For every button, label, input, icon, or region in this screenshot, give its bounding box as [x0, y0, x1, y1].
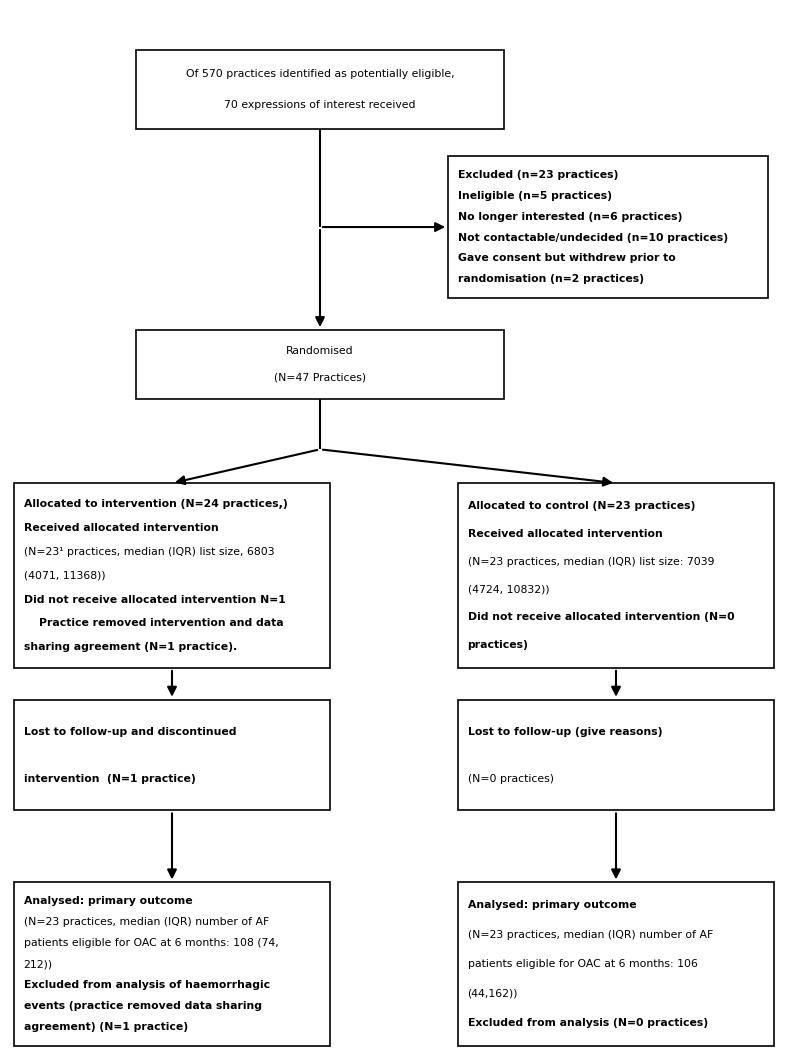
- Text: (N=23 practices, median (IQR) number of AF: (N=23 practices, median (IQR) number of …: [467, 929, 713, 940]
- Text: (4724, 10832)): (4724, 10832)): [467, 585, 550, 595]
- Bar: [448, 155, 768, 298]
- Text: Lost to follow-up and discontinued: Lost to follow-up and discontinued: [23, 727, 236, 736]
- Text: Randomised: Randomised: [286, 346, 354, 356]
- Text: Received allocated intervention: Received allocated intervention: [467, 529, 662, 539]
- Text: Analysed: primary outcome: Analysed: primary outcome: [467, 901, 636, 910]
- Text: Allocated to control (N=23 practices): Allocated to control (N=23 practices): [467, 501, 695, 510]
- Bar: [136, 329, 504, 398]
- Text: Not contactable/undecided (n=10 practices): Not contactable/undecided (n=10 practice…: [458, 232, 728, 243]
- Text: No longer interested (n=6 practices): No longer interested (n=6 practices): [458, 211, 682, 222]
- Text: 212)): 212)): [23, 959, 53, 969]
- Text: Lost to follow-up (give reasons): Lost to follow-up (give reasons): [467, 727, 662, 736]
- Text: events (practice removed data sharing: events (practice removed data sharing: [23, 1001, 262, 1011]
- Bar: [14, 883, 330, 1045]
- Text: Of 570 practices identified as potentially eligible,: Of 570 practices identified as potential…: [186, 70, 454, 79]
- Bar: [458, 883, 774, 1045]
- Text: (N=47 Practices): (N=47 Practices): [274, 373, 366, 382]
- Text: (N=23 practices, median (IQR) number of AF: (N=23 practices, median (IQR) number of …: [23, 918, 269, 927]
- Bar: [136, 50, 504, 129]
- Text: Gave consent but withdrew prior to: Gave consent but withdrew prior to: [458, 253, 675, 263]
- Bar: [458, 484, 774, 667]
- Text: (N=0 practices): (N=0 practices): [467, 774, 554, 784]
- Text: (N=23¹ practices, median (IQR) list size, 6803: (N=23¹ practices, median (IQR) list size…: [23, 547, 274, 557]
- Text: intervention  (N=1 practice): intervention (N=1 practice): [23, 774, 195, 784]
- Text: randomisation (n=2 practices): randomisation (n=2 practices): [458, 275, 643, 284]
- Text: Analysed: primary outcome: Analysed: primary outcome: [23, 897, 192, 906]
- Text: patients eligible for OAC at 6 months: 106: patients eligible for OAC at 6 months: 1…: [467, 959, 698, 969]
- Text: Did not receive allocated intervention N=1: Did not receive allocated intervention N…: [23, 595, 286, 604]
- Bar: [14, 700, 330, 811]
- Bar: [458, 700, 774, 811]
- Text: (44,162)): (44,162)): [467, 988, 518, 999]
- Text: (N=23 practices, median (IQR) list size: 7039: (N=23 practices, median (IQR) list size:…: [467, 557, 714, 566]
- Text: Allocated to intervention (N=24 practices,): Allocated to intervention (N=24 practice…: [23, 498, 287, 509]
- Text: Excluded from analysis (N=0 practices): Excluded from analysis (N=0 practices): [467, 1018, 708, 1027]
- Text: (4071, 11368)): (4071, 11368)): [23, 570, 106, 581]
- Text: patients eligible for OAC at 6 months: 108 (74,: patients eligible for OAC at 6 months: 1…: [23, 938, 278, 948]
- Text: Excluded from analysis of haemorrhagic: Excluded from analysis of haemorrhagic: [23, 980, 270, 991]
- Text: practices): practices): [467, 641, 529, 650]
- Text: Ineligible (n=5 practices): Ineligible (n=5 practices): [458, 191, 612, 201]
- Text: Excluded (n=23 practices): Excluded (n=23 practices): [458, 170, 618, 180]
- Text: agreement) (N=1 practice): agreement) (N=1 practice): [23, 1022, 188, 1032]
- Text: Did not receive allocated intervention (N=0: Did not receive allocated intervention (…: [467, 612, 734, 622]
- Bar: [14, 484, 330, 667]
- Text: sharing agreement (N=1 practice).: sharing agreement (N=1 practice).: [23, 642, 237, 653]
- Text: 70 expressions of interest received: 70 expressions of interest received: [224, 100, 416, 110]
- Text: Practice removed intervention and data: Practice removed intervention and data: [23, 619, 283, 628]
- Text: Received allocated intervention: Received allocated intervention: [23, 523, 218, 532]
